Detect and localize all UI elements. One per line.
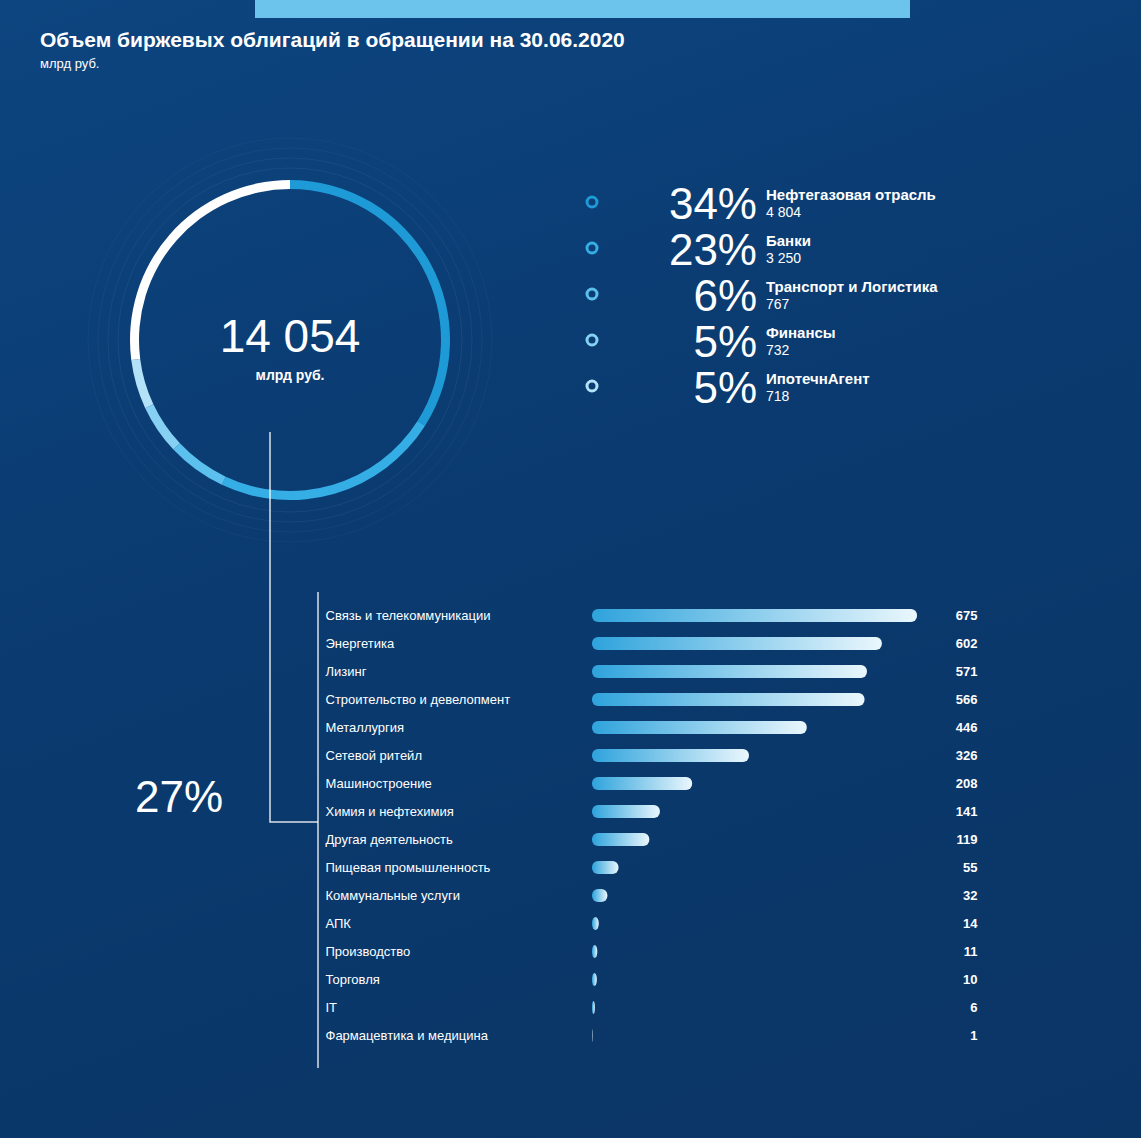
svg-text:718: 718	[766, 388, 790, 404]
svg-text:4 804: 4 804	[766, 204, 801, 220]
svg-text:732: 732	[766, 342, 790, 358]
html-text:млрд руб.: млрд руб.	[40, 56, 100, 71]
svg-text:ИпотечнАгент: ИпотечнАгент	[766, 370, 870, 387]
svg-text:5%: 5%	[693, 317, 757, 366]
svg-text:326: 326	[956, 748, 978, 763]
svg-text:Коммунальные услуги: Коммунальные услуги	[326, 888, 460, 903]
svg-text:Сетевой ритейл: Сетевой ритейл	[326, 748, 422, 763]
svg-text:34%: 34%	[669, 179, 757, 228]
svg-text:млрд руб.: млрд руб.	[256, 367, 325, 383]
svg-text:Энергетика: Энергетика	[326, 636, 395, 651]
svg-text:208: 208	[956, 776, 978, 791]
svg-text:3 250: 3 250	[766, 250, 801, 266]
svg-text:Строительство и девелопмент: Строительство и девелопмент	[326, 692, 511, 707]
svg-text:6: 6	[970, 1000, 977, 1015]
svg-text:5%: 5%	[693, 363, 757, 412]
svg-text:Транспорт и Логистика: Транспорт и Логистика	[766, 278, 938, 295]
svg-text:АПК: АПК	[326, 916, 352, 931]
svg-text:Фармацевтика и медицина: Фармацевтика и медицина	[326, 1028, 489, 1043]
svg-text:32: 32	[963, 888, 977, 903]
svg-text:602: 602	[956, 636, 978, 651]
svg-text:Машиностроение: Машиностроение	[326, 776, 432, 791]
svg-text:446: 446	[956, 720, 978, 735]
svg-text:10: 10	[963, 972, 977, 987]
svg-text:23%: 23%	[669, 225, 757, 274]
svg-text:767: 767	[766, 296, 790, 312]
svg-text:Металлургия: Металлургия	[326, 720, 405, 735]
svg-text:11: 11	[964, 944, 978, 959]
svg-text:Химия и нефтехимия: Химия и нефтехимия	[326, 804, 454, 819]
svg-text:IT: IT	[326, 1000, 338, 1015]
svg-text:6%: 6%	[693, 271, 757, 320]
svg-text:Нефтегазовая отрасль: Нефтегазовая отрасль	[766, 186, 936, 203]
svg-text:Связь и телекоммуникации: Связь и телекоммуникации	[326, 608, 491, 623]
svg-text:55: 55	[963, 860, 977, 875]
svg-text:675: 675	[956, 608, 978, 623]
svg-text:27%: 27%	[135, 772, 223, 821]
svg-text:Лизинг: Лизинг	[326, 664, 367, 679]
svg-text:1: 1	[970, 1028, 977, 1043]
svg-text:Производство: Производство	[326, 944, 411, 959]
svg-text:571: 571	[956, 664, 978, 679]
svg-text:Другая деятельность: Другая деятельность	[326, 832, 453, 847]
svg-text:Пищевая промышленность: Пищевая промышленность	[326, 860, 491, 875]
html-text:Объем биржевых облигаций в обр: Объем биржевых облигаций в обращении на …	[40, 28, 625, 51]
svg-text:Финансы: Финансы	[766, 324, 836, 341]
svg-text:Банки: Банки	[766, 232, 811, 249]
svg-text:141: 141	[956, 804, 978, 819]
svg-text:14 054: 14 054	[220, 310, 361, 362]
svg-text:Торговля: Торговля	[326, 972, 380, 987]
svg-text:14: 14	[963, 916, 978, 931]
svg-text:119: 119	[957, 832, 978, 847]
svg-text:566: 566	[956, 692, 978, 707]
